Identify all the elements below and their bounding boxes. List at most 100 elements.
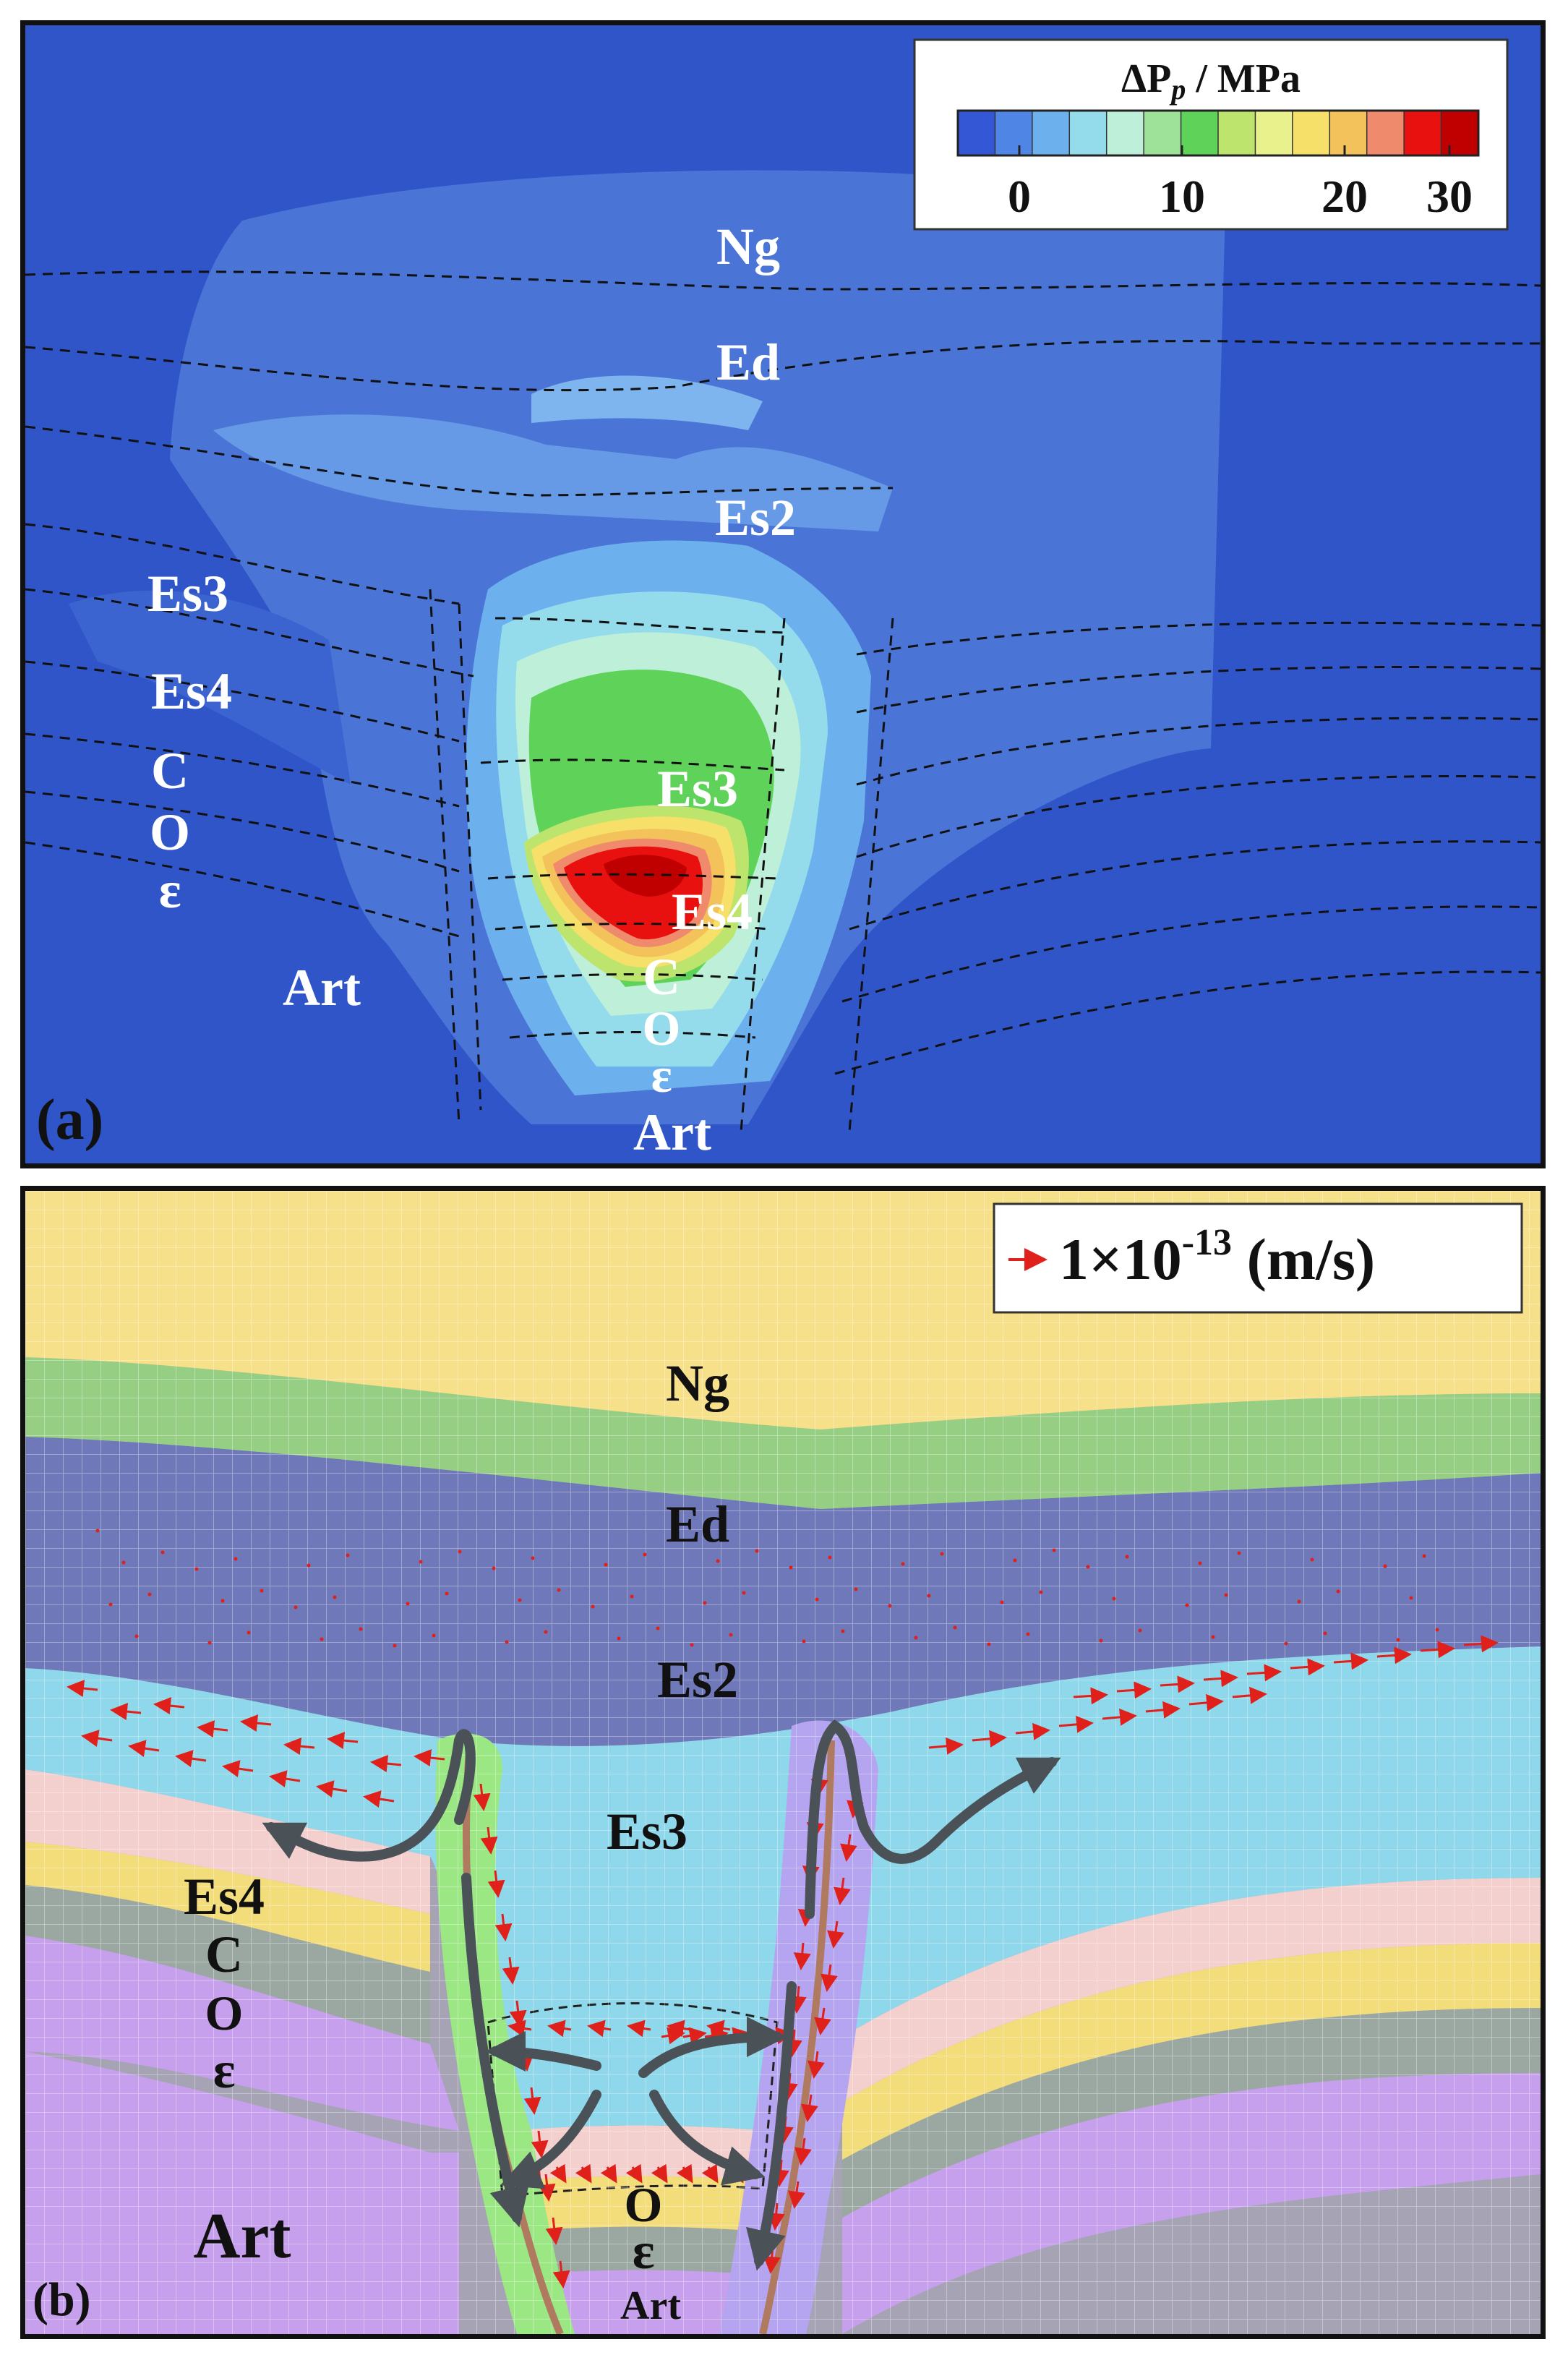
label-c-center: C: [643, 948, 680, 1006]
label-es3-center: Es3: [657, 760, 738, 818]
velocity-dot: [914, 1636, 918, 1640]
velocity-dot: [207, 1641, 212, 1645]
velocity-vector: [507, 2020, 532, 2038]
colorbar-tick-label: 20: [1321, 171, 1368, 222]
velocity-dot: [393, 1644, 397, 1648]
velocity-vector: [793, 1942, 811, 1970]
velocity-vector: [834, 1877, 851, 1905]
colorbar-ticks: 0 10 20 30: [1008, 145, 1473, 222]
colorbar-cell: [1217, 110, 1256, 156]
velocity-vector: [197, 1720, 228, 1738]
colorbar-cell: [1329, 110, 1368, 156]
pressure-contour-plot: ΔPp / MPa 0 10 20 30 Ng Ed Es2 Es3 Es4 C O …: [25, 38, 1541, 1161]
label-ed: Ed: [666, 1495, 729, 1553]
velocity-vector: [547, 2020, 572, 2038]
velocity-dot: [1112, 1597, 1116, 1601]
velocity-vector: [283, 1738, 315, 1756]
velocity-dot: [1052, 1548, 1056, 1552]
velocity-dot: [346, 1553, 350, 1557]
velocity-dot: [1125, 1555, 1129, 1559]
velocity-dot: [755, 1549, 759, 1553]
velocity-vector: [767, 2202, 785, 2231]
velocity-dot: [147, 1592, 152, 1597]
velocity-dot: [406, 1602, 410, 1606]
velocity-dot: [1383, 1564, 1387, 1568]
velocity-dot: [703, 1601, 707, 1605]
colorbar-legend: ΔPp / MPa 0 10 20 30: [913, 38, 1509, 231]
velocity-vector: [1102, 1708, 1137, 1726]
velocity-dot: [557, 1588, 561, 1592]
colorbar-cell: [1403, 110, 1442, 156]
velocity-dot: [1297, 1599, 1301, 1604]
velocity-vector: [545, 2217, 563, 2245]
velocity-vector: [676, 2163, 693, 2184]
velocity-vector: [327, 1732, 359, 1750]
velocity-vector: [1420, 1641, 1455, 1659]
label-es4-left: Es4: [151, 662, 232, 720]
velocity-dot: [1435, 1628, 1439, 1632]
velocity-dot: [1409, 1596, 1413, 1600]
velocity-dot: [505, 1640, 509, 1644]
velocity-vector: [972, 1730, 1007, 1748]
colorbar-cell: [1366, 110, 1405, 156]
velocity-vector: [840, 1834, 857, 1862]
velocity-dot: [854, 1587, 858, 1591]
velocity-vector: [473, 1783, 491, 1811]
colorbar-cells: [957, 110, 1480, 156]
velocity-dot: [95, 1529, 100, 1533]
velocity-dot: [544, 1630, 548, 1634]
label-e-center: ɛ: [651, 1048, 672, 1103]
velocity-vector: [67, 1680, 98, 1698]
velocity-dot: [307, 1563, 311, 1568]
colorbar-cell: [1143, 110, 1182, 156]
velocity-vector: [651, 2163, 668, 2184]
velocity-dot: [716, 1559, 720, 1563]
velocity-vector: [552, 2260, 570, 2288]
panel-b-flow-model: 1×10-13 (m/s) Ng Ed Es2 Es3 Es4 C O ɛ Ar…: [20, 1186, 1546, 2339]
velocity-dot: [333, 1595, 337, 1599]
flow-arrow-center-lr: [649, 2090, 766, 2186]
velocity-dot: [643, 1552, 647, 1557]
velocity-dot: [194, 1567, 199, 1571]
velocity-dot: [1026, 1632, 1030, 1636]
velocity-vector: [807, 2051, 825, 2079]
velocity-dot: [458, 1550, 462, 1554]
velocity-vector: [538, 2174, 556, 2202]
velocity-dot: [359, 1627, 363, 1631]
velocity-dot: [1224, 1593, 1228, 1597]
velocity-vector: [1246, 1664, 1282, 1682]
panel-a-letter: (a): [36, 1088, 103, 1152]
velocity-dot: [1039, 1590, 1043, 1594]
velocity-dot: [1000, 1600, 1004, 1604]
velocity-vector: [627, 2020, 651, 2038]
velocity-vector: [128, 1740, 160, 1757]
velocity-vector: [928, 1737, 964, 1755]
velocity-vector: [682, 2027, 707, 2045]
flow-arrow-center-ur: [638, 2017, 787, 2078]
velocity-dot: [1422, 1554, 1426, 1558]
velocity-dot: [630, 1594, 634, 1599]
velocity-dot: [789, 1565, 793, 1570]
flow-arrow-center-ul: [485, 2031, 601, 2072]
stratigraphic-layers: [25, 1191, 1541, 2334]
label-art-center: Art: [633, 1103, 711, 1161]
velocity-dot: [1284, 1641, 1288, 1646]
label-ng: Ng: [716, 218, 780, 275]
flow-arrow-right-down: [745, 1981, 797, 2271]
velocity-vector: [789, 1986, 807, 2014]
panel-b-letter: (b): [33, 2273, 91, 2326]
label-art-left: Art: [283, 959, 361, 1017]
velocity-dot: [742, 1591, 746, 1595]
label-e-left: ɛ: [213, 2041, 236, 2099]
velocity-dot: [1185, 1603, 1189, 1607]
velocity-vector: [587, 2020, 612, 2038]
velocity-dot: [260, 1589, 264, 1593]
velocity-vector: [1145, 1701, 1181, 1719]
colorbar-cell: [1292, 110, 1331, 156]
fault-line-right: [759, 1740, 835, 2334]
velocity-dot: [841, 1629, 845, 1633]
colorbar-cell: [1068, 110, 1108, 156]
velocity-dot: [1323, 1631, 1327, 1636]
label-es3-left: Es3: [147, 565, 228, 623]
velocity-vector: [704, 2027, 729, 2045]
